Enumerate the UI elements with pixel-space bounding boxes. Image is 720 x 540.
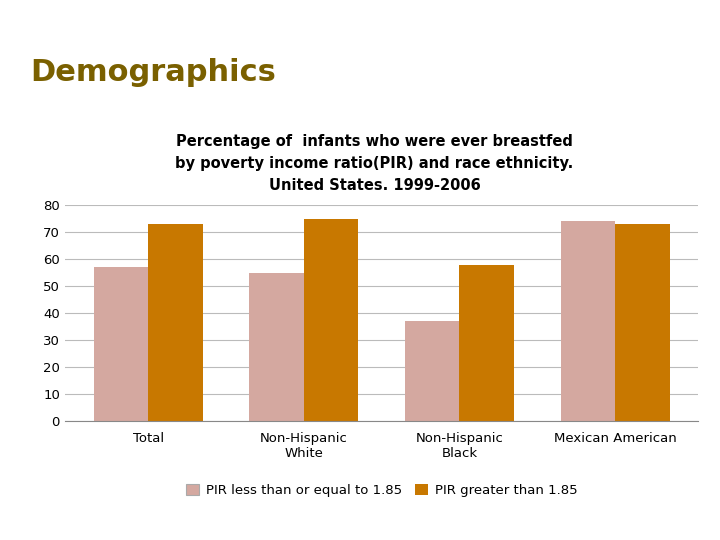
Bar <box>405 321 459 421</box>
Bar <box>148 224 202 421</box>
Text: Percentage of  infants who were ever breastfed
by poverty income ratio(PIR) and : Percentage of infants who were ever brea… <box>175 134 574 193</box>
Bar <box>94 267 148 421</box>
Legend: PIR less than or equal to 1.85, PIR greater than 1.85: PIR less than or equal to 1.85, PIR grea… <box>186 484 577 497</box>
Bar <box>459 265 514 421</box>
Text: Demographics: Demographics <box>30 58 276 87</box>
Bar <box>561 221 615 421</box>
Bar <box>615 224 670 421</box>
Bar <box>304 219 359 421</box>
Bar <box>249 273 304 421</box>
